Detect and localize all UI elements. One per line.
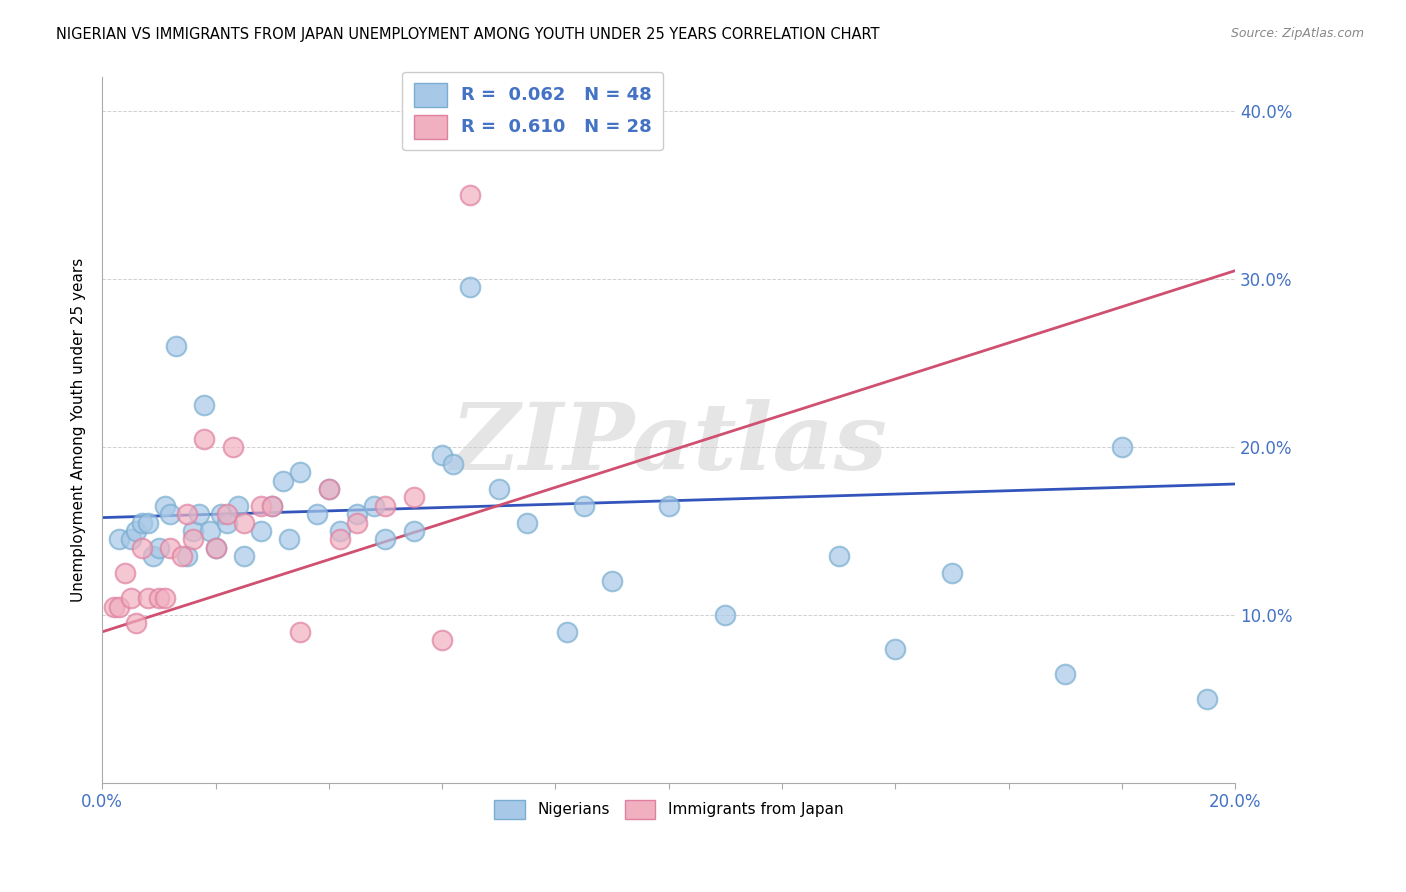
Point <box>131 516 153 530</box>
Text: ZIPatlas: ZIPatlas <box>450 400 887 490</box>
Point <box>170 549 193 564</box>
Point <box>273 474 295 488</box>
Legend: Nigerians, Immigrants from Japan: Nigerians, Immigrants from Japan <box>488 794 849 825</box>
Point <box>402 524 425 538</box>
Point <box>714 608 737 623</box>
Point <box>108 533 131 547</box>
Point <box>307 508 329 522</box>
Point <box>125 524 148 538</box>
Point <box>318 482 340 496</box>
Point <box>198 524 221 538</box>
Point <box>941 566 963 580</box>
Point <box>262 499 284 513</box>
Point <box>136 516 159 530</box>
Point <box>209 508 232 522</box>
Point <box>176 508 198 522</box>
Point <box>884 641 907 656</box>
Point <box>329 533 352 547</box>
Point <box>658 499 681 513</box>
Point <box>460 280 482 294</box>
Point <box>153 591 176 606</box>
Point <box>176 549 198 564</box>
Point <box>159 541 181 555</box>
Point <box>250 499 273 513</box>
Point <box>363 499 385 513</box>
Point <box>232 549 254 564</box>
Point <box>460 188 482 202</box>
Point <box>443 457 465 471</box>
Text: Source: ZipAtlas.com: Source: ZipAtlas.com <box>1230 27 1364 40</box>
Point <box>290 465 312 479</box>
Point <box>165 339 187 353</box>
Point <box>290 624 312 639</box>
Point <box>136 591 159 606</box>
Point <box>374 499 396 513</box>
Point <box>1111 440 1133 454</box>
Point <box>402 491 425 505</box>
Point <box>187 508 209 522</box>
Point <box>346 516 368 530</box>
Point <box>125 616 148 631</box>
Point <box>181 524 204 538</box>
Point <box>120 591 142 606</box>
Point <box>204 541 226 555</box>
Point <box>142 549 165 564</box>
Point <box>318 482 340 496</box>
Point <box>120 533 142 547</box>
Point <box>250 524 273 538</box>
Point <box>153 499 176 513</box>
Point <box>278 533 301 547</box>
Point <box>103 599 125 614</box>
Point <box>159 508 181 522</box>
Point <box>193 398 215 412</box>
Point <box>430 449 453 463</box>
Y-axis label: Unemployment Among Youth under 25 years: Unemployment Among Youth under 25 years <box>72 258 86 602</box>
Point <box>232 516 254 530</box>
Point <box>488 482 510 496</box>
Point <box>148 541 170 555</box>
Point <box>346 508 368 522</box>
Point <box>221 440 243 454</box>
Point <box>262 499 284 513</box>
Point <box>114 566 136 580</box>
Point <box>215 516 238 530</box>
Point <box>516 516 538 530</box>
Point <box>204 541 226 555</box>
Point <box>1054 666 1077 681</box>
Point <box>215 508 238 522</box>
Point <box>827 549 849 564</box>
Point <box>600 574 623 589</box>
Point <box>329 524 352 538</box>
Point <box>430 633 453 648</box>
Point <box>108 599 131 614</box>
Point <box>193 432 215 446</box>
Point <box>374 533 396 547</box>
Point <box>572 499 595 513</box>
Point <box>148 591 170 606</box>
Point <box>181 533 204 547</box>
Text: NIGERIAN VS IMMIGRANTS FROM JAPAN UNEMPLOYMENT AMONG YOUTH UNDER 25 YEARS CORREL: NIGERIAN VS IMMIGRANTS FROM JAPAN UNEMPL… <box>56 27 880 42</box>
Point <box>555 624 578 639</box>
Point <box>226 499 249 513</box>
Point <box>1195 692 1218 706</box>
Point <box>131 541 153 555</box>
